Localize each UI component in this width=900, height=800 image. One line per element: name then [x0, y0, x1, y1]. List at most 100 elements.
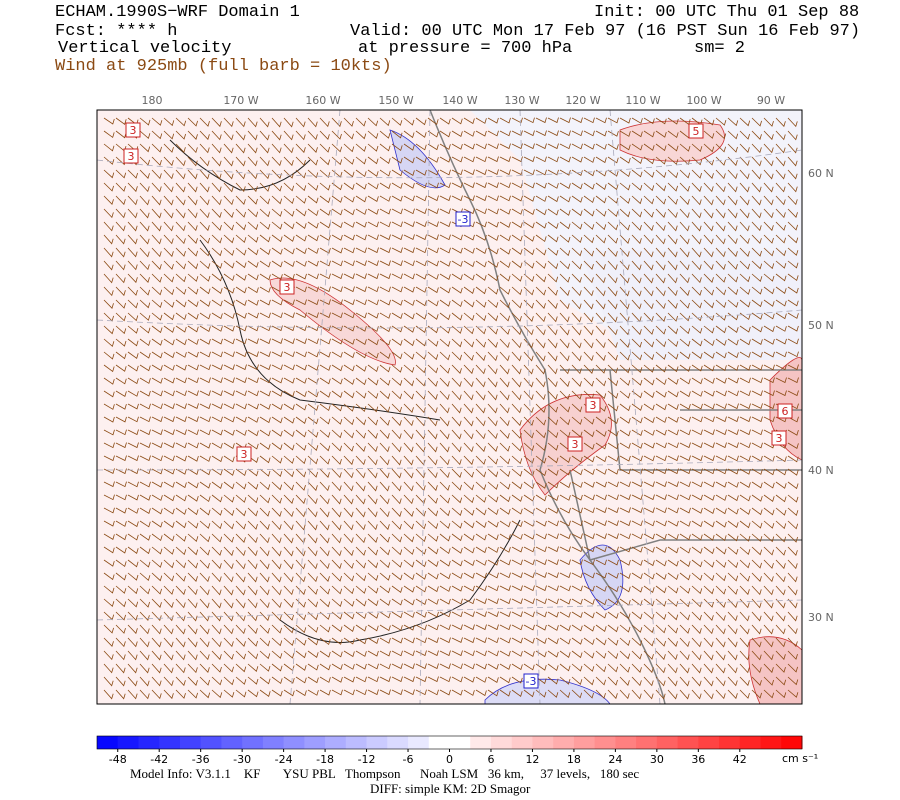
latitude-label: 50 N	[808, 319, 834, 332]
colorbar-cell	[656, 736, 679, 749]
colorbar-cell	[97, 736, 119, 749]
colorbar-cell	[760, 736, 782, 749]
colorbar-cell	[262, 736, 285, 749]
valid-time: Valid: 00 UTC Mon 17 Feb 97 (16 PST Sun …	[350, 22, 860, 41]
colorbar-cell	[573, 736, 596, 749]
wind-note: Wind at 925mb (full barb = 10kts)	[55, 57, 392, 76]
map	[96, 109, 803, 705]
colorbar-tick-label: -42	[150, 753, 168, 766]
colorbar-tick-label: -30	[233, 753, 251, 766]
colorbar-cell	[636, 736, 658, 749]
forecast-hour: Fcst: **** h	[55, 22, 177, 41]
shade-negative	[484, 678, 611, 705]
colorbar-tick-label: 12	[525, 753, 539, 766]
contour-label-box	[523, 673, 539, 689]
colorbar-cell	[242, 736, 264, 749]
colorbar-cell	[283, 736, 305, 749]
contour-label: 5	[693, 125, 700, 138]
colorbar-tick-label: -18	[316, 753, 334, 766]
colorbar-cell	[470, 736, 492, 749]
colorbar-cell	[511, 736, 533, 749]
contour-label: 3	[776, 432, 783, 445]
colorbar-tick-label: -48	[109, 753, 127, 766]
colorbar-cell	[428, 736, 450, 749]
contour-label-box	[123, 148, 139, 164]
colorbar-cell	[345, 736, 368, 749]
colorbar-tick-label: 36	[691, 753, 705, 766]
colorbar-cell	[553, 736, 575, 749]
contour-label: -3	[458, 213, 469, 226]
colorbar-units: cm s⁻¹	[782, 752, 818, 765]
colorbar-cell	[719, 736, 741, 749]
longitude-label: 150 W	[378, 94, 413, 107]
colorbar-cell	[594, 736, 616, 749]
shade-positive	[269, 277, 396, 366]
colorbar-cell	[304, 736, 326, 749]
colorbar-tick-label: -12	[358, 753, 376, 766]
colorbar-cell	[200, 736, 222, 749]
colorbar-cell	[677, 736, 699, 749]
colorbar-cell	[221, 736, 243, 749]
title: ECHAM.1990S−WRF Domain 1	[55, 3, 300, 22]
longitude-label: 110 W	[625, 94, 660, 107]
longitude-label: 160 W	[305, 94, 340, 107]
smoothing: sm= 2	[694, 39, 745, 58]
colorbar-cell	[387, 736, 409, 749]
colorbar-tick-label: -36	[192, 753, 210, 766]
longitude-label: 140 W	[442, 94, 477, 107]
longitude-label: 120 W	[565, 94, 600, 107]
latitude-label: 60 N	[808, 167, 834, 180]
colorbar-cell	[159, 736, 181, 749]
colorbar-cell	[615, 736, 637, 749]
pressure-level: at pressure = 700 hPa	[358, 39, 572, 58]
contour-label-box	[279, 279, 295, 295]
contour-label: 3	[130, 124, 137, 137]
contour-label: 3	[241, 448, 248, 461]
shade-negative	[389, 129, 446, 189]
colorbar-tick-label: 24	[608, 753, 622, 766]
contour-label: 3	[128, 150, 135, 163]
colorbar-tick-label: 0	[446, 753, 453, 766]
field-name: Vertical velocity	[58, 39, 231, 58]
longitude-label: 180	[142, 94, 163, 107]
colorbar-tick-label: 18	[567, 753, 581, 766]
contour-label: 6	[782, 405, 789, 418]
contour-label-box	[688, 123, 704, 139]
contour-label: -3	[526, 675, 537, 688]
contour-label-box	[236, 446, 252, 462]
longitude-label: 90 W	[757, 94, 785, 107]
colorbar-cell	[781, 736, 803, 749]
colorbar-cell	[325, 736, 347, 749]
colorbar-tick-label: 6	[487, 753, 494, 766]
colorbar-cell	[138, 736, 160, 749]
longitude-label: 100 W	[686, 94, 721, 107]
latitude-label: 40 N	[808, 464, 834, 477]
shade-positive	[619, 120, 725, 162]
init-time: Init: 00 UTC Thu 01 Sep 88	[594, 3, 859, 22]
contour-label-box	[771, 430, 787, 446]
colorbar-cell	[449, 736, 471, 749]
model-info: Model Info: V3.1.1 KF YSU PBL Thompson N…	[130, 766, 639, 781]
colorbar-cell	[117, 736, 139, 749]
contour-label-box	[567, 436, 583, 452]
diff-info: DIFF: simple KM: 2D Smagor	[370, 781, 531, 796]
colorbar-cell	[490, 736, 513, 749]
borders	[560, 369, 802, 561]
colorbar-cell	[532, 736, 554, 749]
contour-label-box	[585, 397, 601, 413]
colorbar-cell	[408, 736, 430, 749]
graticule	[96, 109, 803, 705]
map-frame	[96, 109, 803, 705]
colorbar-tick-label: -24	[275, 753, 293, 766]
colorbar-cell	[698, 736, 720, 749]
contour-label-box	[125, 122, 141, 138]
colorbar: -48 -42 -36 -30 -24 -18 -12 -6 0 6 12 18 24 30 36 42	[96, 735, 803, 766]
longitude-label: 170 W	[223, 94, 258, 107]
colorbar-cell	[739, 736, 762, 749]
contour-label: 3	[572, 438, 579, 451]
colorbar-tick-label: 42	[733, 753, 747, 766]
contour-label: 3	[590, 399, 597, 412]
colorbar-tick-label: -6	[403, 753, 414, 766]
colorbar-tick-label: 30	[650, 753, 664, 766]
